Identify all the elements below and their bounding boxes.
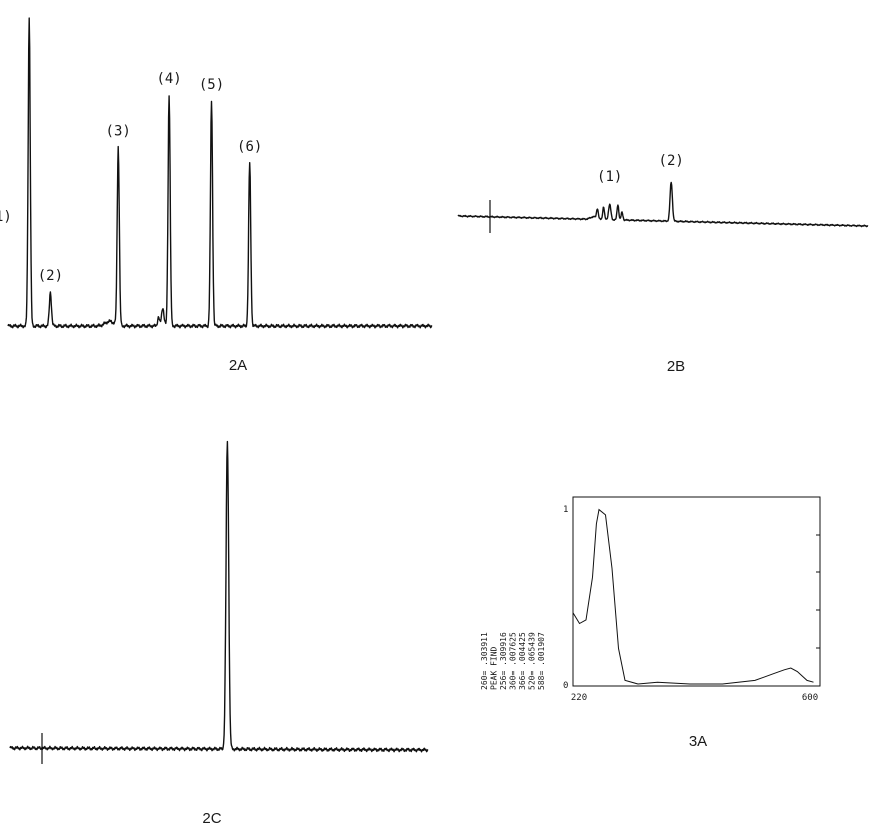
x-tick-label: 600 [802,693,818,703]
chromatogram-2a: (1) (2) (3) (4) (5) (6) 2A [0,17,433,374]
peak-label-4: (4) [156,71,181,87]
spectrum-3a-frame [572,496,821,687]
readout-line: 366= .004425 [518,632,527,690]
chromatogram-2c-trace [9,440,429,753]
peak-label-3: (3) [106,123,131,139]
readout-line: PEAK FIND [490,646,499,690]
caption-2b: 2B [667,358,685,375]
readout-line: 520= .065439 [528,632,537,690]
caption-2c: 2C [202,810,221,827]
readout-line: 360= .007625 [509,632,518,690]
spectrum-3a-readout: 260= .303911 PEAK FIND 256= .309916 360= .0… [480,632,546,690]
spectrum-3a-trace [572,508,814,685]
peak-label-1: (1) [597,169,622,185]
chromatogram-2c: 2C [9,440,429,827]
x-tick-label: 220 [571,693,587,703]
chromatogram-2a-trace [7,17,433,329]
peak-label-2: (2) [38,268,63,284]
peak-label-5: (5) [199,77,224,93]
spectrum-3a: 220 600 1 0 260= .303911 PEAK FIND 256= .3099… [480,496,821,750]
y-tick-label: 1 [563,505,568,515]
peak-label-1: (1) [0,209,12,225]
caption-2a: 2A [229,357,247,374]
caption-3a: 3A [689,733,707,750]
peak-label-6: (6) [237,139,262,155]
chromatogram-2b-trace [457,181,869,228]
peak-label-2: (2) [659,153,684,169]
readout-line: 588= .001907 [537,632,546,690]
readout-line: 256= .309916 [499,632,508,690]
y-tick-label: 0 [563,681,568,691]
chromatogram-2b: (1) (2) 2B [457,153,869,375]
readout-line: 260= .303911 [480,632,489,690]
